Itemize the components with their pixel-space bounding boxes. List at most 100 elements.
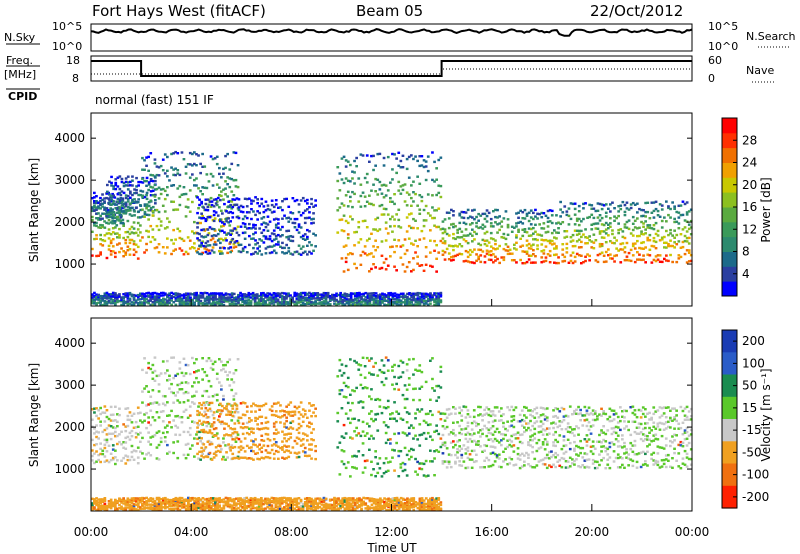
echo-cell: [206, 240, 210, 243]
echo-cell: [135, 188, 138, 192]
echo-cell: [114, 251, 117, 255]
echo-cell: [279, 404, 282, 407]
echo-cell: [287, 235, 291, 238]
echo-cell: [389, 438, 392, 441]
echo-cell: [215, 393, 219, 396]
echo-cell: [198, 232, 201, 236]
echo-cell: [502, 437, 505, 441]
echo-cell: [210, 401, 214, 405]
echo-cell: [230, 294, 234, 297]
echo-cell: [412, 437, 415, 440]
echo-cell: [529, 261, 533, 264]
echo-cell: [274, 199, 278, 202]
echo-cell: [389, 301, 393, 305]
echo-cell: [460, 428, 464, 431]
echo-cell: [218, 381, 221, 384]
echo-cell: [640, 230, 643, 233]
echo-cell: [420, 195, 424, 199]
echo-cell: [433, 239, 436, 243]
echo-cell: [510, 405, 514, 409]
echo-cell: [504, 249, 508, 252]
echo-cell: [492, 261, 495, 264]
echo-cell: [541, 462, 545, 466]
echo-cell: [537, 431, 541, 434]
echo-cell: [669, 253, 672, 257]
echo-cell: [562, 457, 566, 460]
echo-cell: [312, 217, 315, 221]
echo-cell: [376, 152, 380, 156]
echo-cell: [287, 449, 291, 453]
echo-cell: [197, 247, 200, 251]
echo-cell: [565, 230, 569, 233]
echo-cell: [111, 413, 115, 416]
echo-cell: [386, 232, 390, 235]
echo-cell: [272, 457, 276, 460]
echo-cell: [416, 262, 419, 265]
echo-cell: [277, 243, 280, 246]
echo-cell: [494, 242, 497, 246]
echo-cell: [228, 384, 232, 387]
echo-cell: [131, 184, 134, 187]
echo-cell: [504, 427, 507, 431]
echo-cell: [418, 164, 422, 168]
echo-cell: [468, 248, 472, 252]
echo-cell: [592, 233, 596, 236]
echo-cell: [109, 253, 113, 256]
echo-cell: [381, 297, 384, 300]
echo-cell: [147, 431, 150, 434]
echo-cell: [105, 196, 108, 200]
echo-cell: [445, 460, 449, 463]
echo-cell: [397, 293, 401, 297]
echo-cell: [314, 293, 317, 297]
echo-cell: [431, 413, 434, 417]
echo-cell: [163, 426, 167, 429]
echo-cell: [363, 434, 367, 437]
echo-cell: [353, 301, 357, 304]
echo-cell: [214, 294, 217, 297]
echo-cell: [462, 238, 466, 241]
echo-cell: [437, 450, 441, 453]
echo-cell: [157, 390, 161, 393]
freq-tick-top: 18: [66, 54, 80, 67]
echo-cell: [121, 218, 125, 222]
echo-cell: [105, 303, 109, 306]
echo-cell: [206, 401, 210, 405]
echo-cell: [665, 229, 668, 233]
echo-cell: [452, 225, 455, 229]
echo-cell: [500, 220, 504, 223]
echo-cell: [250, 404, 253, 408]
echo-cell: [532, 232, 535, 235]
echo-cell: [374, 292, 378, 295]
echo-cell: [274, 402, 278, 405]
echo-cell: [277, 457, 280, 460]
echo-cell: [225, 220, 228, 223]
echo-cell: [168, 293, 171, 297]
echo-cell: [130, 301, 134, 304]
echo-cell: [172, 301, 176, 304]
echo-cell: [216, 444, 220, 447]
echo-cell: [318, 301, 322, 304]
echo-cell: [151, 210, 155, 213]
echo-cell: [533, 457, 537, 461]
echo-cell: [502, 217, 506, 220]
echo-cell: [95, 195, 98, 198]
echo-cell: [376, 193, 380, 196]
echo-cell: [243, 245, 247, 249]
echo-cell: [456, 231, 459, 234]
echo-cell: [596, 440, 599, 443]
echo-cell: [180, 421, 184, 424]
echo-cell: [188, 405, 192, 408]
echo-cell: [397, 239, 401, 242]
echo-cell: [124, 205, 128, 208]
echo-cell: [289, 252, 293, 255]
echo-cell: [471, 240, 474, 243]
echo-cell: [338, 189, 342, 192]
echo-cell: [295, 428, 299, 431]
echo-cell: [299, 300, 303, 304]
echo-cell: [560, 456, 564, 460]
echo-cell: [129, 206, 132, 210]
echo-cell: [118, 407, 121, 410]
echo-cell: [498, 261, 501, 265]
echo-cell: [673, 236, 676, 239]
echo-cell: [128, 411, 132, 414]
